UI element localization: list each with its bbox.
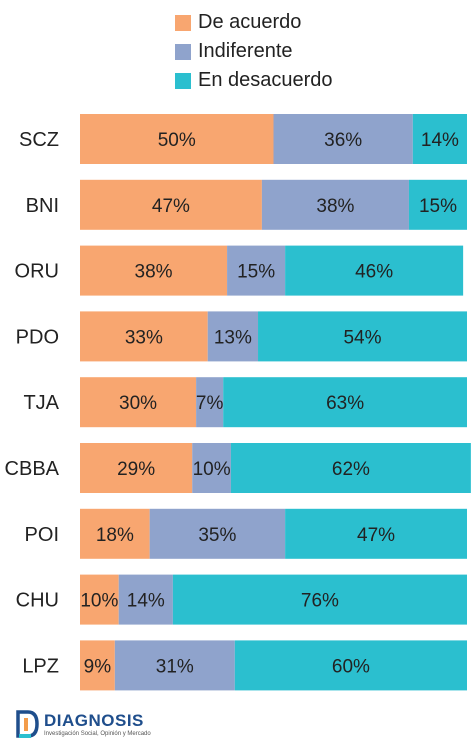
data-label-indiferente-pdo: 13%	[214, 327, 252, 348]
data-label-indiferente-chu: 14%	[127, 591, 165, 612]
category-label-pdo: PDO	[16, 326, 59, 348]
data-label-en-desacuerdo-lpz: 60%	[332, 656, 370, 677]
legend-label: De acuerdo	[198, 11, 302, 33]
category-label-lpz: LPZ	[22, 655, 59, 677]
data-label-indiferente-scz: 36%	[324, 130, 362, 151]
bar-segment-en-desacuerdo-chu	[172, 574, 467, 625]
bar-segment-indiferente-poi	[149, 508, 286, 559]
data-label-indiferente-tja: 7%	[196, 393, 224, 414]
bar-segment-de-acuerdo-cbba	[80, 443, 193, 493]
legend-label: Indiferente	[198, 40, 293, 62]
legend-swatch-indiferente	[175, 43, 191, 60]
data-label-en-desacuerdo-poi: 47%	[357, 525, 395, 546]
data-label-de-acuerdo-oru: 38%	[135, 262, 173, 283]
bar-segment-indiferente-lpz	[114, 640, 235, 691]
bar-segment-de-acuerdo-scz	[80, 114, 274, 164]
logo-tagline: Investigación Social, Opinión y Mercado	[44, 730, 151, 737]
data-label-en-desacuerdo-tja: 63%	[326, 393, 364, 414]
logo-brand-name: DIAGNOSIS	[44, 710, 144, 730]
bar-segment-indiferente-oru	[227, 245, 286, 296]
bar-segment-en-desacuerdo-cbba	[230, 443, 471, 493]
data-label-indiferente-cbba: 10%	[193, 459, 231, 480]
data-label-de-acuerdo-poi: 18%	[96, 525, 134, 546]
stacked-bar-chart: SCZ 50% 36% 14% BNI 47% 38% 15% ORU 38% 15% 46% PDO 3…	[5, 114, 471, 691]
bar-segment-indiferente-pdo	[207, 311, 259, 362]
data-label-en-desacuerdo-chu: 76%	[301, 591, 339, 612]
category-label-tja: TJA	[23, 392, 59, 414]
data-label-en-desacuerdo-oru: 46%	[355, 262, 393, 283]
data-label-de-acuerdo-chu: 10%	[80, 591, 118, 612]
legend-item-de-acuerdo: De acuerdo	[175, 8, 333, 37]
legend-swatch-de-acuerdo	[175, 14, 191, 31]
category-label-cbba: CBBA	[5, 458, 60, 480]
bar-segment-de-acuerdo-pdo	[80, 311, 208, 362]
bar-segment-en-desacuerdo-oru	[285, 245, 464, 296]
bar-segment-de-acuerdo-oru	[80, 245, 228, 296]
bar-segment-indiferente-bni	[261, 179, 409, 230]
bar-segment-en-desacuerdo-scz	[412, 114, 467, 164]
bar-segment-de-acuerdo-poi	[80, 508, 150, 559]
bar-segment-de-acuerdo-bni	[80, 179, 262, 230]
data-label-de-acuerdo-cbba: 29%	[117, 459, 155, 480]
category-label-bni: BNI	[26, 195, 59, 217]
category-label-chu: CHU	[16, 590, 59, 612]
data-label-indiferente-lpz: 31%	[156, 656, 194, 677]
data-label-en-desacuerdo-bni: 15%	[419, 196, 457, 217]
data-label-de-acuerdo-bni: 47%	[152, 196, 190, 217]
data-label-de-acuerdo-pdo: 33%	[125, 327, 163, 348]
bar-segment-de-acuerdo-tja	[80, 377, 197, 428]
legend-item-en-desacuerdo: En desacuerdo	[175, 66, 333, 95]
bar-segment-indiferente-tja	[196, 377, 224, 428]
bar-segment-en-desacuerdo-bni	[408, 179, 467, 230]
legend: De acuerdo Indiferente En desacuerdo	[175, 8, 333, 95]
data-label-de-acuerdo-tja: 30%	[119, 393, 157, 414]
legend-label: En desacuerdo	[198, 69, 333, 91]
bar-segment-indiferente-cbba	[192, 443, 231, 493]
data-label-indiferente-bni: 38%	[316, 196, 354, 217]
data-label-indiferente-poi: 35%	[198, 525, 236, 546]
category-label-poi: POI	[25, 524, 59, 546]
bar-segment-en-desacuerdo-pdo	[258, 311, 467, 362]
bar-segment-en-desacuerdo-lpz	[234, 640, 467, 691]
data-label-en-desacuerdo-cbba: 62%	[332, 459, 370, 480]
data-label-de-acuerdo-lpz: 9%	[84, 656, 112, 677]
bar-segment-indiferente-chu	[118, 574, 173, 625]
diagnosis-logo-icon	[16, 710, 39, 738]
bar-segment-de-acuerdo-lpz	[80, 640, 115, 691]
category-label-oru: ORU	[15, 261, 59, 283]
bar-segment-indiferente-scz	[273, 114, 413, 164]
data-label-en-desacuerdo-scz: 14%	[421, 130, 459, 151]
diagnosis-logo: DIAGNOSIS Investigación Social, Opinión …	[14, 708, 151, 740]
bar-segment-en-desacuerdo-tja	[223, 377, 467, 428]
data-label-en-desacuerdo-pdo: 54%	[343, 327, 381, 348]
category-label-scz: SCZ	[19, 129, 59, 151]
legend-swatch-en-desacuerdo	[175, 72, 191, 89]
legend-item-indiferente: Indiferente	[175, 37, 333, 66]
data-label-de-acuerdo-scz: 50%	[158, 130, 196, 151]
bar-segment-en-desacuerdo-poi	[285, 508, 467, 559]
data-label-indiferente-oru: 15%	[237, 262, 275, 283]
bar-segment-de-acuerdo-chu	[80, 574, 119, 625]
